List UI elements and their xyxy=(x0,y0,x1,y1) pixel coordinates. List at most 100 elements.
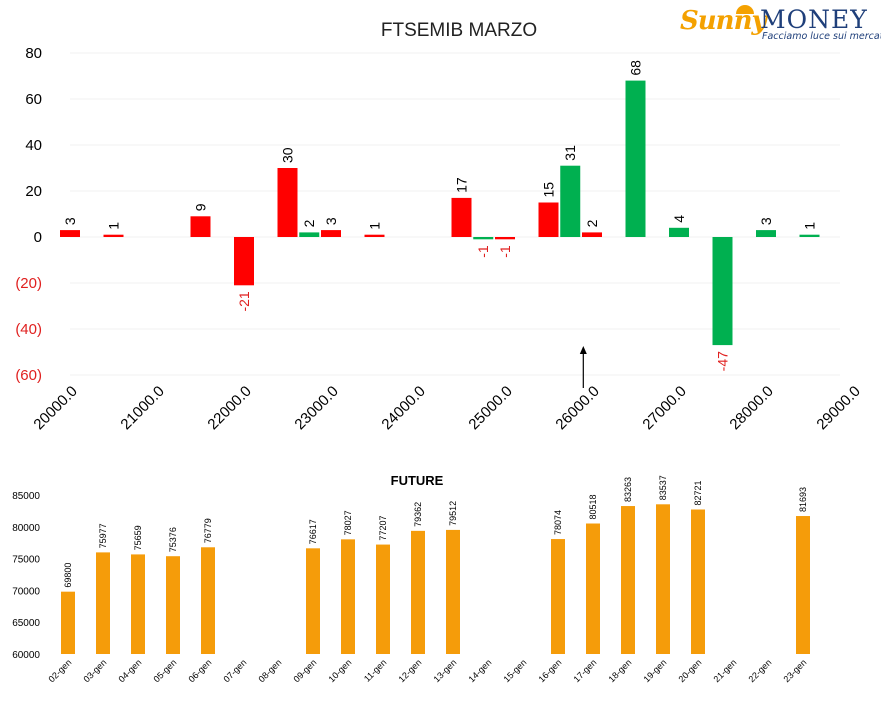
bar-value-label: -1 xyxy=(497,245,513,258)
bar-value-label: 1 xyxy=(367,222,383,230)
bar-value-label: 15 xyxy=(541,182,557,198)
strike-bar xyxy=(712,237,733,346)
bar-value-label: 81693 xyxy=(798,487,808,512)
future-bar xyxy=(61,591,75,654)
future-bar xyxy=(376,544,390,654)
y-tick-label: 65000 xyxy=(12,618,40,629)
x-tick-label: 27000.0 xyxy=(639,383,689,433)
bar-value-label: 82721 xyxy=(693,480,703,505)
x-tick-label: 25000.0 xyxy=(465,383,515,433)
x-tick-label: 29000.0 xyxy=(813,383,863,433)
strike-bar xyxy=(60,230,80,237)
x-tick-label: 23000.0 xyxy=(291,383,341,433)
x-tick-label: 24000.0 xyxy=(378,383,428,433)
y-tick-label: (20) xyxy=(15,275,42,292)
x-tick-label: 06-gen xyxy=(187,657,214,684)
strike-bar xyxy=(669,227,689,237)
y-tick-label: 20 xyxy=(25,183,42,200)
bar-value-label: 1 xyxy=(802,222,818,230)
x-tick-label: 17-gen xyxy=(572,657,599,684)
bar-value-label: 76779 xyxy=(203,518,213,543)
x-tick-label: 07-gen xyxy=(222,657,249,684)
bar-value-label: 75376 xyxy=(168,527,178,552)
strike-bar xyxy=(756,230,776,237)
future-bar xyxy=(341,539,355,654)
bar-value-label: 75977 xyxy=(98,523,108,548)
future-bar xyxy=(621,506,635,654)
x-tick-label: 22-gen xyxy=(747,657,774,684)
future-bar xyxy=(306,548,320,654)
x-tick-label: 02-gen xyxy=(47,657,74,684)
y-tick-label: 60000 xyxy=(12,650,40,661)
bar-value-label: -1 xyxy=(475,245,491,258)
strike-bar xyxy=(190,216,211,237)
y-tick-label: 60 xyxy=(25,91,42,108)
future-bar xyxy=(96,552,110,654)
bar-value-label: -21 xyxy=(236,291,252,311)
bar-value-label: 1 xyxy=(106,222,122,230)
x-tick-label: 21-gen xyxy=(712,657,739,684)
strike-bar xyxy=(625,80,646,237)
strike-bar xyxy=(103,234,124,237)
x-tick-label: 20000.0 xyxy=(30,383,80,433)
future-chart-title: FUTURE xyxy=(391,473,444,488)
future-bar xyxy=(446,529,460,654)
bar-value-label: 2 xyxy=(584,219,600,227)
logo-brand-money: MONEY xyxy=(760,5,868,34)
x-tick-label: 12-gen xyxy=(397,657,424,684)
chart-title: FTSEMIB MARZO xyxy=(381,20,537,41)
pointer-arrow-head xyxy=(579,346,587,354)
sunny-money-logo: Sunny MONEY Facciamo luce sui mercati xyxy=(678,4,881,46)
bar-value-label: 83537 xyxy=(658,475,668,500)
future-bar xyxy=(691,509,705,654)
bar-value-label: 83263 xyxy=(623,477,633,502)
future-bar xyxy=(656,504,670,654)
strike-bar xyxy=(538,202,559,237)
bar-value-label: -47 xyxy=(715,351,731,371)
y-tick-label: 75000 xyxy=(12,555,40,566)
bar-value-label: 79362 xyxy=(413,502,423,527)
x-tick-label: 20-gen xyxy=(677,657,704,684)
strike-bar xyxy=(799,234,820,237)
x-tick-label: 10-gen xyxy=(327,657,354,684)
bar-value-label: 78074 xyxy=(553,510,563,535)
logo-brand-sunny: Sunny xyxy=(680,6,767,36)
bar-value-label: 69800 xyxy=(63,563,73,588)
bar-value-label: 76617 xyxy=(308,519,318,544)
future-bar xyxy=(131,554,145,654)
y-tick-label: (60) xyxy=(15,367,42,384)
y-tick-label: 0 xyxy=(34,229,42,246)
bar-value-label: 68 xyxy=(628,60,644,76)
x-tick-label: 13-gen xyxy=(432,657,459,684)
bar-value-label: 79512 xyxy=(448,501,458,526)
bar-value-label: 9 xyxy=(193,203,209,211)
bar-value-label: 80518 xyxy=(588,494,598,519)
x-tick-label: 16-gen xyxy=(537,657,564,684)
x-tick-label: 26000.0 xyxy=(552,383,602,433)
x-tick-label: 14-gen xyxy=(467,657,494,684)
x-tick-label: 03-gen xyxy=(82,657,109,684)
strike-bar xyxy=(473,237,494,240)
strike-bar xyxy=(560,165,581,237)
x-tick-label: 05-gen xyxy=(152,657,179,684)
y-tick-label: 85000 xyxy=(12,491,40,502)
future-bar xyxy=(411,530,425,654)
future-bar xyxy=(586,523,600,654)
x-tick-label: 28000.0 xyxy=(726,383,776,433)
bar-value-label: 17 xyxy=(454,177,470,193)
y-tick-label: 70000 xyxy=(12,586,40,597)
x-tick-label: 23-gen xyxy=(782,657,809,684)
x-tick-label: 18-gen xyxy=(607,657,634,684)
y-tick-label: 80 xyxy=(25,45,42,62)
x-tick-label: 22000.0 xyxy=(204,383,254,433)
future-bar xyxy=(201,547,215,654)
bar-value-label: 2 xyxy=(301,219,317,227)
x-tick-label: 15-gen xyxy=(502,657,529,684)
bar-value-label: 3 xyxy=(323,217,339,225)
future-chart: FUTURE 85000 80000 75000 70000 65000 60000 69… xyxy=(12,473,810,684)
strike-bar xyxy=(364,234,385,237)
y-tick-label: 40 xyxy=(25,137,42,154)
future-bar xyxy=(551,539,565,654)
strike-bar xyxy=(495,237,515,240)
